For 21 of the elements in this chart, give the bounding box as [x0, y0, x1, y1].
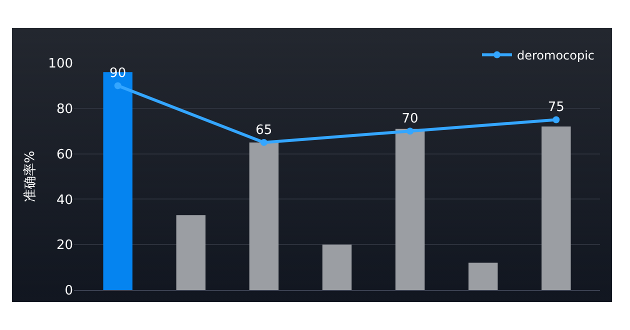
data-label: 75 — [548, 100, 564, 116]
data-label: 70 — [402, 111, 418, 126]
point — [406, 128, 414, 135]
y-axis-title: 准确率% — [22, 150, 38, 202]
bar — [176, 215, 206, 290]
bar — [249, 142, 279, 290]
y-tick-label: 80 — [56, 102, 73, 117]
data-label: 65 — [256, 122, 272, 138]
bar — [322, 244, 352, 290]
y-tick-label: 40 — [56, 192, 73, 208]
y-tick-label: 100 — [48, 56, 73, 72]
point — [260, 138, 268, 146]
legend-label: deromocopic — [517, 48, 595, 62]
y-tick-label: 20 — [56, 238, 73, 254]
y-tick-label: 60 — [56, 147, 73, 162]
y-tick-label: 0 — [64, 284, 73, 299]
bar — [542, 126, 571, 290]
bar — [468, 262, 498, 290]
point — [114, 82, 122, 90]
bar — [395, 128, 425, 290]
point — [552, 116, 560, 124]
